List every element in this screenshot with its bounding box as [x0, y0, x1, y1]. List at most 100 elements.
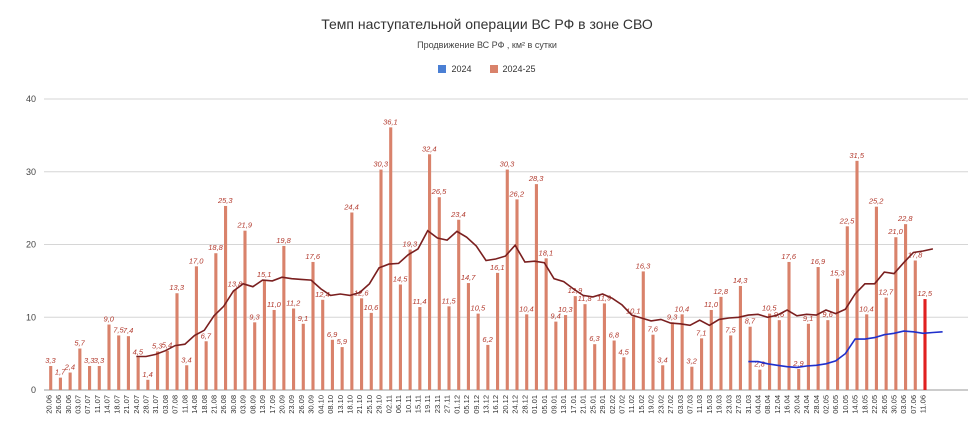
- bar-data-label: 9,6: [822, 310, 833, 319]
- bar-2024-25: [457, 219, 461, 390]
- x-tick-label: 20.09: [278, 395, 287, 414]
- x-tick-label: 27.02: [666, 395, 675, 414]
- bar-data-label: 25,2: [868, 197, 884, 206]
- x-tick-label: 26.05: [880, 395, 889, 414]
- x-tick-label: 03.07: [74, 395, 83, 414]
- bar-data-label: 9,1: [803, 314, 813, 323]
- bar-2024-25: [758, 369, 762, 390]
- x-tick-label: 16.04: [783, 395, 792, 414]
- x-tick-label: 03.08: [161, 395, 170, 414]
- x-tick-label: 13.12: [482, 395, 491, 414]
- x-tick-label: 31.07: [151, 395, 160, 414]
- bar-data-label: 21,9: [236, 221, 252, 230]
- bar-data-label: 19,3: [403, 240, 418, 249]
- bar-2024-25: [496, 272, 500, 390]
- bar-2024-25: [185, 365, 189, 390]
- x-tick-label: 07.02: [618, 395, 627, 414]
- bar-data-label: 11,2: [286, 299, 301, 308]
- bar-data-label: 16,3: [636, 261, 651, 270]
- bar-2024-25: [78, 348, 82, 390]
- x-tick-label: 18.05: [860, 395, 869, 414]
- x-tick-label: 23.09: [287, 395, 296, 414]
- bar-data-label: 5,7: [74, 339, 85, 348]
- bar-2024-25: [836, 278, 840, 390]
- bar-data-label: 9,4: [550, 312, 560, 321]
- bar-2024-25: [214, 253, 218, 390]
- bar-data-label: 6,9: [327, 330, 338, 339]
- bar-2024-25: [777, 320, 781, 390]
- bar-data-label: 10,5: [471, 304, 486, 313]
- bar-2024-25: [97, 365, 101, 390]
- x-tick-label: 30.06: [64, 395, 73, 414]
- legend-label-2025: 2024-25: [502, 64, 536, 74]
- x-tick-label: 07.07: [83, 395, 92, 414]
- bar-data-label: 3,2: [686, 357, 697, 366]
- bar-data-label: 10,4: [859, 304, 874, 313]
- legend-item-2025: 2024-25: [489, 64, 536, 74]
- bar-2024-25: [729, 335, 733, 390]
- x-tick-label: 08.04: [763, 395, 772, 414]
- bar-2024-25: [136, 357, 140, 390]
- bar-2024-25: [670, 322, 674, 390]
- bar-data-label: 26,2: [508, 189, 524, 198]
- bar-data-label: 17,8: [908, 251, 923, 260]
- bar-2024-25: [554, 321, 558, 390]
- bar-2024-25: [466, 283, 470, 390]
- x-tick-label: 23.03: [724, 395, 733, 414]
- bar-2024-25: [612, 340, 616, 390]
- x-tick-label: 30.09: [307, 395, 316, 414]
- bar-2024-25: [894, 237, 898, 390]
- x-tick-label: 07.08: [171, 395, 180, 414]
- bar-2024-25: [311, 261, 315, 390]
- x-tick-label: 03.09: [239, 395, 248, 414]
- bar-data-label: 7,5: [725, 325, 736, 334]
- x-tick-label: 26.06: [54, 395, 63, 414]
- x-tick-label: 11.06: [919, 395, 928, 413]
- x-tick-label: 01.01: [530, 395, 539, 414]
- bar-2024-25: [340, 347, 344, 390]
- bar-2024-25: [156, 351, 160, 390]
- bar-data-label: 14,3: [733, 276, 748, 285]
- bar-data-label: 11,4: [413, 297, 427, 306]
- bar-2024-25: [360, 298, 364, 390]
- x-tick-label: 16.12: [491, 395, 500, 414]
- bar-2024-25: [428, 154, 432, 390]
- bar-2024-25: [301, 323, 305, 390]
- bar-data-label: 22,5: [839, 216, 855, 225]
- bar-2024-25: [204, 341, 208, 390]
- y-tick-label: 30: [26, 167, 36, 177]
- x-tick-label: 21.10: [355, 395, 364, 414]
- bar-2024-25: [622, 357, 626, 390]
- x-tick-label: 25.10: [365, 395, 374, 414]
- x-tick-label: 07.03: [686, 395, 695, 414]
- bar-data-label: 10,5: [762, 304, 777, 313]
- x-tick-label: 08.10: [326, 395, 335, 414]
- bar-data-label: 5,9: [337, 337, 348, 346]
- bar-data-label: 13,8: [228, 280, 243, 289]
- bar-data-label: 8,7: [745, 317, 756, 326]
- bar-data-label: 12,5: [917, 289, 932, 298]
- bar-data-label: 7,5: [113, 325, 124, 334]
- bar-2024-25: [913, 260, 917, 390]
- bar-2024-25: [262, 280, 266, 390]
- x-tick-label: 06.05: [831, 395, 840, 414]
- x-tick-label: 02.02: [608, 395, 617, 414]
- bar-data-label: 10,1: [626, 307, 641, 316]
- x-tick-label: 11.03: [695, 395, 704, 413]
- bar-data-label: 13,3: [169, 283, 184, 292]
- legend: 2024 2024-25: [0, 64, 974, 74]
- bar-data-label: 17,0: [189, 256, 204, 265]
- x-tick-label: 31.03: [744, 395, 753, 414]
- bar-2024-25: [641, 271, 645, 390]
- bar-2024-25: [272, 309, 276, 390]
- bar-2024-25: [350, 212, 354, 390]
- x-tick-label: 09.01: [550, 395, 559, 414]
- bar-data-label: 17,6: [781, 252, 796, 261]
- x-tick-label: 15.03: [705, 395, 714, 414]
- bar-data-label: 3,3: [45, 356, 56, 365]
- x-tick-label: 26.09: [297, 395, 306, 414]
- bar-data-label: 22,8: [897, 214, 913, 223]
- bar-data-label: 10,3: [558, 305, 573, 314]
- bar-data-label: 6,2: [482, 335, 493, 344]
- x-tick-label: 19.02: [647, 395, 656, 414]
